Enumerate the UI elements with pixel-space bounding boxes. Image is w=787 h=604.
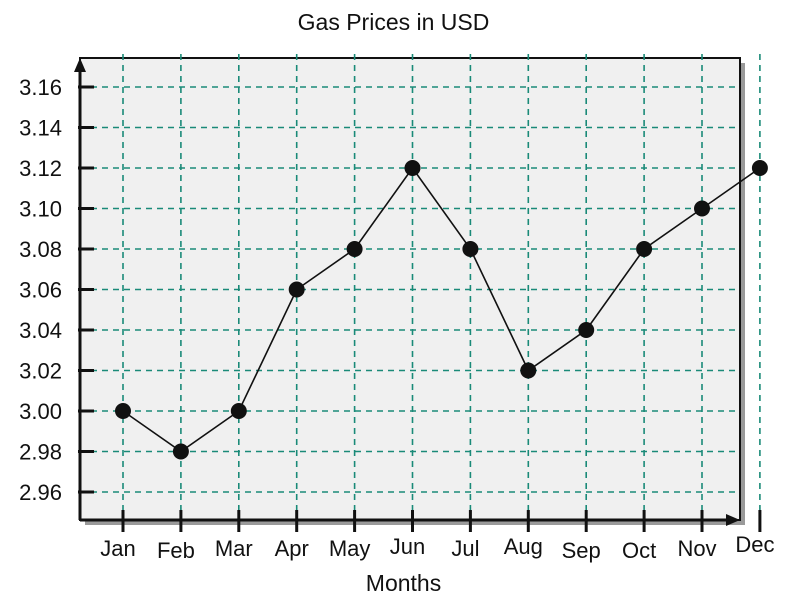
y-tick-label: 3.04 bbox=[19, 318, 62, 343]
x-axis-label: Months bbox=[365, 570, 442, 596]
data-point bbox=[578, 322, 595, 338]
x-tick-label: Oct bbox=[622, 538, 656, 563]
x-tick-label: Jun bbox=[390, 534, 425, 559]
y-tick-label: 3.00 bbox=[19, 399, 62, 424]
y-tick-label: 3.10 bbox=[19, 197, 62, 222]
data-point bbox=[636, 241, 653, 257]
x-tick-label: Sep bbox=[562, 538, 601, 563]
x-tick-label: Nov bbox=[677, 536, 716, 561]
data-point bbox=[288, 281, 305, 298]
chart-title: Gas Prices in USD bbox=[297, 9, 490, 35]
y-tick-label: 3.08 bbox=[19, 237, 62, 262]
x-tick-label: Dec bbox=[735, 532, 774, 557]
y-tick-label: 2.98 bbox=[19, 440, 62, 465]
x-tick-label: Jan bbox=[100, 536, 135, 561]
data-point bbox=[404, 160, 421, 176]
y-tick-label: 3.12 bbox=[19, 156, 62, 181]
x-tick-label: Mar bbox=[215, 536, 253, 561]
data-point bbox=[115, 403, 131, 419]
data-point bbox=[346, 241, 363, 257]
x-tick-label: Feb bbox=[157, 538, 195, 563]
data-point bbox=[694, 200, 710, 217]
y-tick-label: 3.16 bbox=[19, 75, 62, 100]
y-tick-label: 2.96 bbox=[19, 480, 62, 505]
series-line bbox=[122, 166, 761, 453]
x-tick-label: Apr bbox=[275, 536, 309, 561]
y-tick-label: 3.14 bbox=[19, 116, 62, 141]
data-point bbox=[751, 160, 768, 176]
y-tick-label: 3.02 bbox=[19, 359, 62, 384]
y-axis-arrow bbox=[74, 58, 86, 72]
x-axis-arrow bbox=[726, 514, 740, 526]
x-tick-label: Aug bbox=[504, 534, 543, 559]
y-tick-label: 3.06 bbox=[19, 278, 62, 303]
data-point bbox=[230, 403, 247, 419]
x-tick-label: May bbox=[329, 536, 371, 561]
data-point bbox=[520, 362, 537, 379]
data-point bbox=[462, 241, 479, 257]
x-tick-label: Jul bbox=[451, 536, 479, 561]
data-point bbox=[172, 443, 189, 460]
